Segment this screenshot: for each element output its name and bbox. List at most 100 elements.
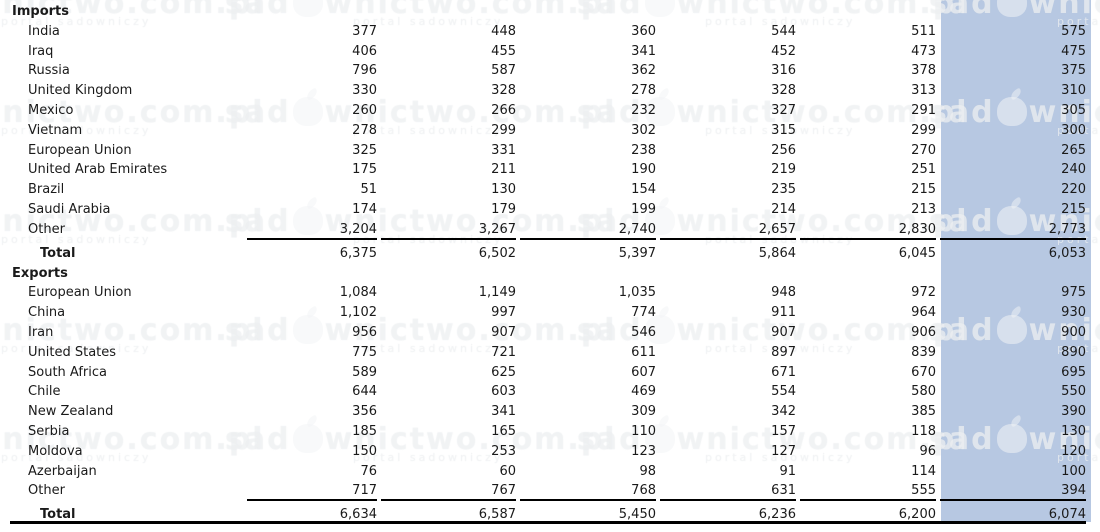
cell-value: 199 (631, 201, 656, 217)
cell-value: 91 (779, 463, 796, 479)
cell-value: 270 (911, 142, 936, 158)
empty-cell (381, 2, 516, 22)
cell-value: 356 (352, 404, 377, 420)
cell-value: 394 (940, 481, 1086, 502)
cell-value: 123 (631, 443, 656, 459)
row-label: South Africa (28, 364, 107, 380)
total-value: 6,502 (478, 245, 516, 261)
cell-value: 607 (631, 364, 656, 380)
cell-value: 100 (1061, 463, 1086, 479)
cell-value: 316 (771, 63, 796, 79)
cell-value: 555 (800, 481, 936, 502)
cell-value: 767 (381, 481, 516, 502)
cell-value: 1,084 (339, 285, 377, 301)
cell-value: 98 (639, 463, 656, 479)
empty-cell (800, 264, 936, 284)
cell-value: 256 (771, 142, 796, 158)
total-value: 5,450 (618, 507, 656, 523)
row-label: China (28, 305, 66, 321)
cell-value: 546 (631, 324, 656, 340)
cell-value: 179 (491, 201, 516, 217)
cell-value: 956 (352, 324, 377, 340)
cell-value: 110 (631, 423, 656, 439)
cell-value: 154 (631, 182, 656, 198)
section-header: Imports (12, 4, 69, 19)
total-value: 6,074 (1048, 507, 1086, 523)
cell-value: 278 (631, 83, 656, 99)
cell-value: 278 (352, 122, 377, 138)
cell-value: 625 (491, 364, 516, 380)
cell-value: 175 (352, 162, 377, 178)
cell-value: 150 (352, 443, 377, 459)
cell-value: 378 (911, 63, 936, 79)
cell-value: 900 (1061, 324, 1086, 340)
cell-value: 310 (1061, 83, 1086, 99)
cell-value: 589 (352, 364, 377, 380)
cell-value: 219 (771, 162, 796, 178)
cell-value: 964 (911, 305, 936, 321)
cell-value: 385 (911, 404, 936, 420)
cell-value: 554 (771, 384, 796, 400)
cell-value: 114 (911, 463, 936, 479)
cell-value: 251 (911, 162, 936, 178)
cell-value: 118 (911, 423, 936, 439)
total-value: 6,045 (898, 245, 936, 261)
cell-value: 325 (352, 142, 377, 158)
cell-value: 377 (352, 23, 377, 39)
cell-value: 120 (1061, 443, 1086, 459)
cell-value: 260 (352, 102, 377, 118)
cell-value: 1,102 (339, 305, 377, 321)
empty-cell (940, 2, 1086, 22)
cell-value: 60 (499, 463, 516, 479)
cell-value: 390 (1061, 404, 1086, 420)
cell-value: 331 (491, 142, 516, 158)
cell-value: 603 (491, 384, 516, 400)
cell-value: 469 (631, 384, 656, 400)
cell-value: 266 (491, 102, 516, 118)
cell-value: 972 (911, 285, 936, 301)
cell-value: 911 (771, 305, 796, 321)
cell-value: 165 (491, 423, 516, 439)
cell-value: 839 (911, 344, 936, 360)
cell-value: 341 (631, 43, 656, 59)
row-label: New Zealand (28, 404, 114, 420)
cell-value: 452 (771, 43, 796, 59)
row-label: Brazil (28, 182, 65, 198)
cell-value: 130 (1061, 423, 1086, 439)
row-label: Saudi Arabia (28, 201, 111, 217)
cell-value: 309 (631, 404, 656, 420)
row-label: Azerbaijan (28, 463, 97, 479)
cell-value: 341 (491, 404, 516, 420)
empty-cell (247, 264, 377, 284)
row-label: Vietnam (28, 122, 83, 138)
cell-value: 2,830 (800, 220, 936, 240)
empty-cell (940, 264, 1086, 284)
row-label: Russia (28, 63, 70, 79)
cell-value: 300 (1061, 122, 1086, 138)
row-label: United States (28, 344, 117, 360)
cell-value: 671 (771, 364, 796, 380)
cell-value: 890 (1061, 344, 1086, 360)
cell-value: 897 (771, 344, 796, 360)
total-value: 5,864 (758, 245, 796, 261)
cell-value: 51 (360, 182, 377, 198)
cell-value: 157 (771, 423, 796, 439)
cell-value: 130 (491, 182, 516, 198)
cell-value: 302 (631, 122, 656, 138)
cell-value: 907 (771, 324, 796, 340)
cell-value: 328 (491, 83, 516, 99)
cell-value: 240 (1061, 162, 1086, 178)
cell-value: 3,204 (247, 220, 377, 240)
cell-value: 2,740 (520, 220, 656, 240)
cell-value: 406 (352, 43, 377, 59)
cell-value: 644 (352, 384, 377, 400)
cell-value: 2,773 (940, 220, 1086, 240)
cell-value: 3,267 (381, 220, 516, 240)
cell-value: 975 (1061, 285, 1086, 301)
row-label: United Arab Emirates (28, 162, 168, 178)
cell-value: 796 (352, 63, 377, 79)
empty-cell (660, 264, 796, 284)
row-label: Other (28, 483, 65, 499)
cell-value: 342 (771, 404, 796, 420)
cell-value: 1,149 (478, 285, 516, 301)
